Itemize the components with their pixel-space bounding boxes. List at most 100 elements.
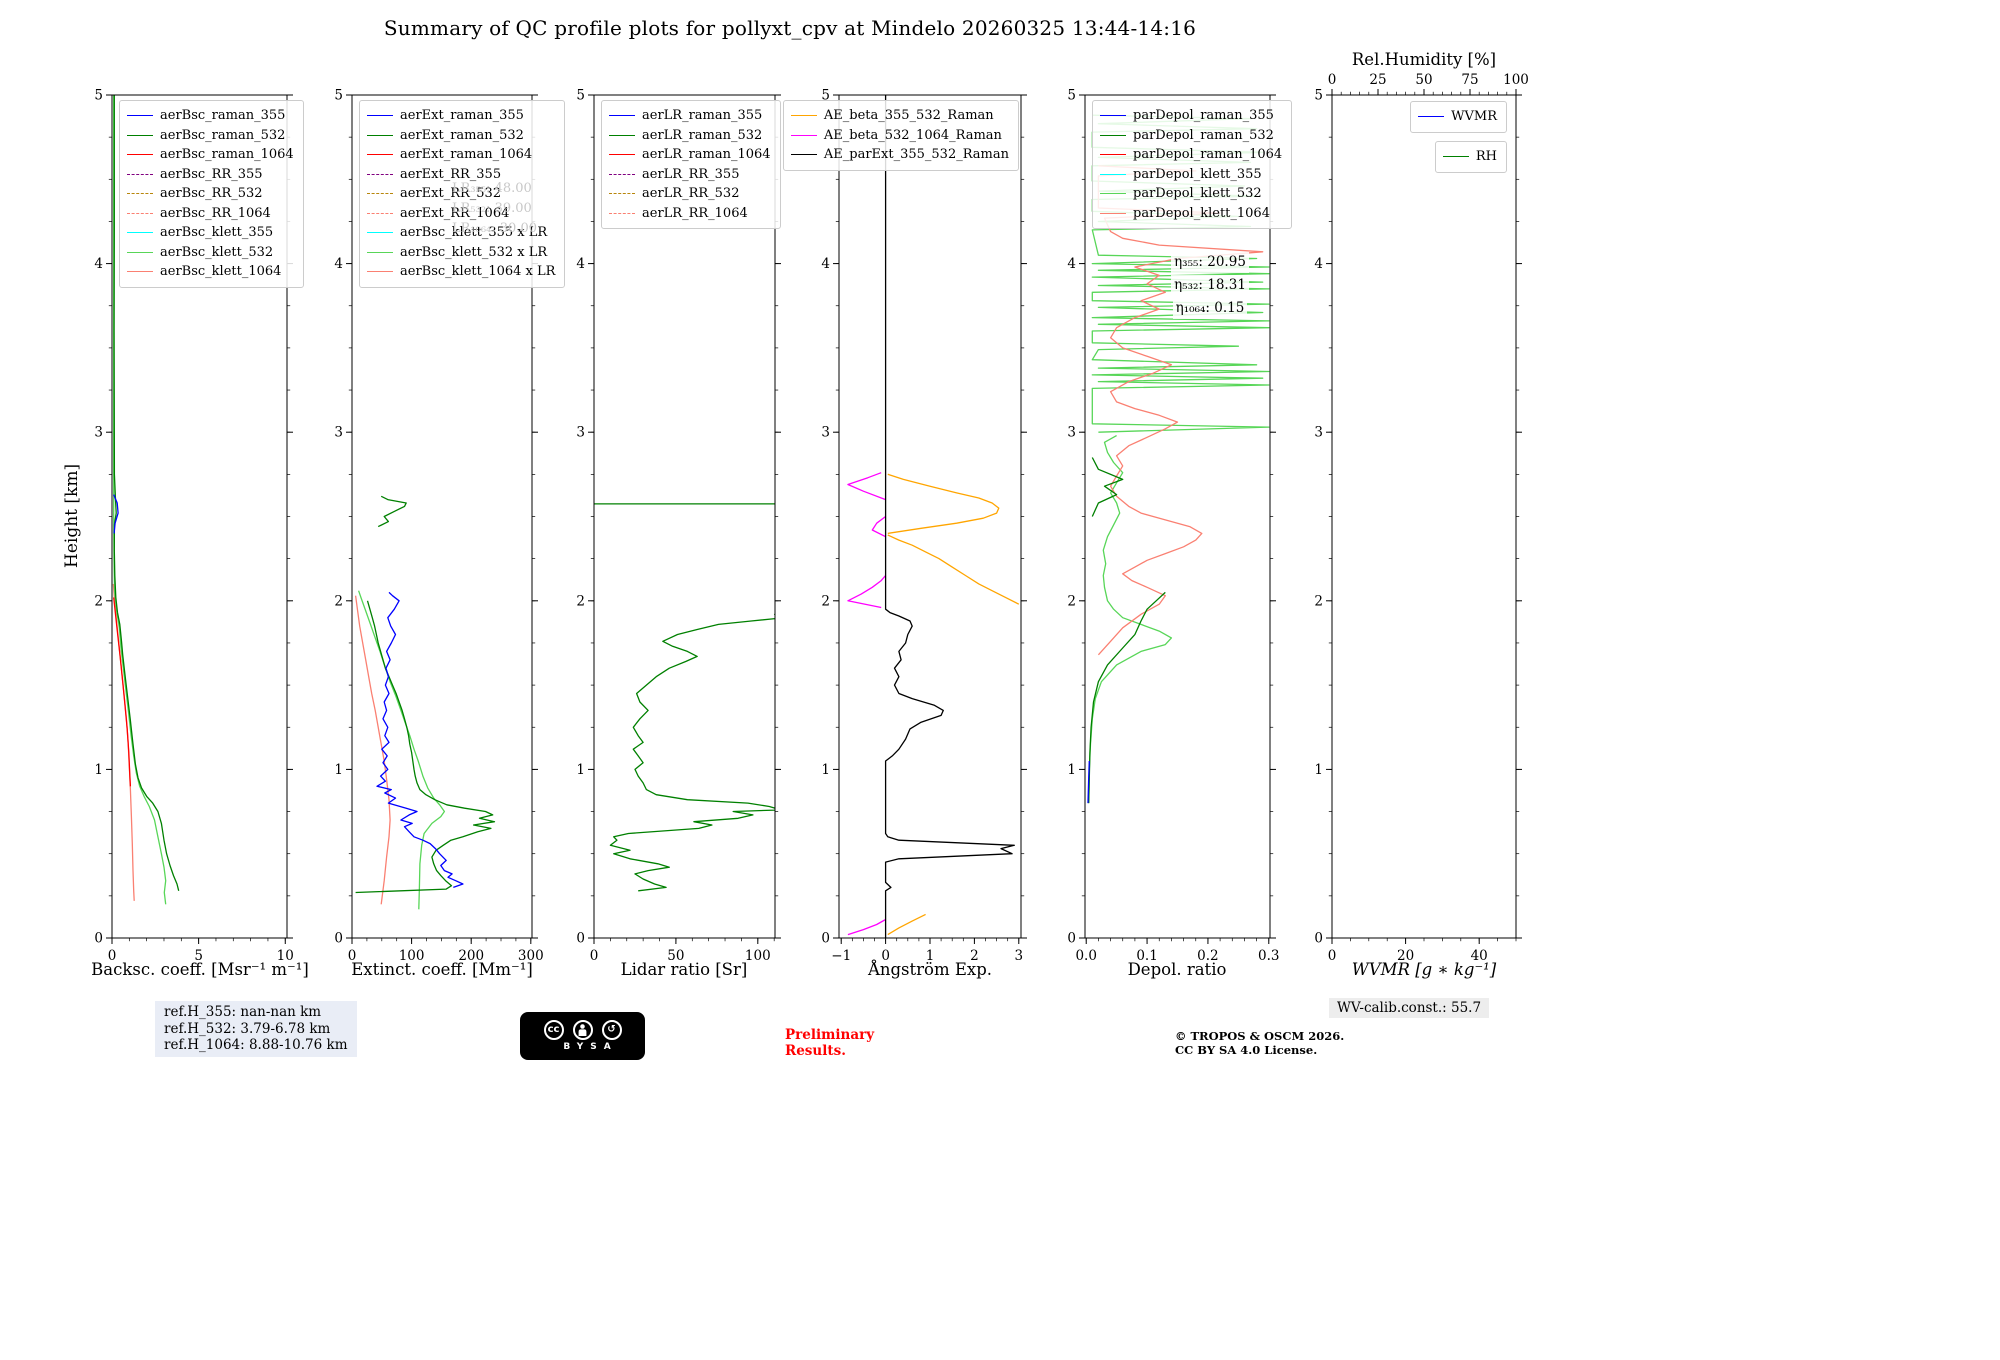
x-tick-label: 200 — [458, 948, 484, 964]
lr-532-value: LR₅₃₂: 39.00 — [452, 201, 532, 216]
legend-entry: aerExt_raman_355 — [367, 106, 555, 126]
y-tick-label: 3 — [821, 425, 830, 441]
y-tick-label: 5 — [1067, 88, 1076, 104]
legend-label: parDepol_klett_355 — [1133, 166, 1262, 182]
legend-entry: aerExt_RR_355 — [367, 165, 555, 185]
y-tick-label: 3 — [94, 425, 103, 441]
x-tick-label: 0.2 — [1197, 948, 1218, 964]
legend-entry: AE_beta_532_1064_Raman — [790, 126, 1009, 146]
panel-lidar-ratio: 0 50 100 0 1 2 3 4 5 — [576, 88, 781, 964]
series-parDepol_raman_532 — [1088, 591, 1166, 804]
legend-label: aerLR_raman_355 — [642, 108, 763, 124]
x-tick-label: 0.1 — [1136, 948, 1157, 964]
x-tick-label: 1 — [926, 948, 935, 964]
x-tick-label: 20 — [1397, 948, 1414, 964]
legend-line-swatch — [609, 173, 635, 175]
legend-label: aerBsc_klett_1064 x LR — [400, 264, 556, 280]
lidar-ratio-constants-annotation: LR₃₅₅: 48.00 LR₅₃₂: 39.00 LR₁₀₆₄: 30.00 — [452, 179, 537, 239]
y-tick-label: 1 — [94, 762, 103, 778]
legend-label: aerExt_RR_1064 — [400, 205, 510, 221]
legend-entry: aerLR_RR_1064 — [609, 204, 771, 224]
legend-entry: RH — [1442, 147, 1497, 167]
y-tick-label: 3 — [576, 425, 585, 441]
legend-entry: aerBsc_RR_355 — [127, 165, 294, 185]
x-tick-label: 0.0 — [1075, 948, 1096, 964]
legend-line-swatch — [367, 173, 393, 175]
series-aerExt_raman_355 — [376, 591, 464, 889]
y-tick-label: 1 — [576, 762, 585, 778]
legend-line-swatch — [367, 115, 393, 117]
series-aerExt_raman_532 — [377, 495, 407, 528]
cc-icon-row: cc ↺ — [543, 1020, 622, 1040]
legend-entry: parDepol_klett_355 — [1100, 165, 1282, 185]
series-aerBsc_raman_1064 — [113, 597, 132, 787]
y-tick-label: 1 — [1067, 762, 1076, 778]
legend-backscatter: aerBsc_raman_355 aerBsc_raman_532 aerBsc_r… — [119, 100, 304, 288]
legend-label: parDepol_klett_1064 — [1133, 205, 1270, 221]
x-tick-label: −1 — [831, 948, 851, 964]
rh-tick-label: 50 — [1415, 72, 1432, 88]
y-tick-label: 5 — [334, 88, 343, 104]
legend-entry: parDepol_raman_532 — [1100, 126, 1282, 146]
copyright-line-2: CC BY SA 4.0 License. — [1175, 1042, 1318, 1057]
y-tick-label: 4 — [821, 256, 830, 272]
cc-by-sa-badge: cc ↺ BYSA — [520, 1012, 645, 1060]
legend-lidar-ratio: aerLR_raman_355 aerLR_raman_532 aerLR_rama… — [601, 100, 781, 229]
panel-angstrom-series — [847, 95, 1020, 938]
legend-entry: aerBsc_klett_532 x LR — [367, 243, 555, 263]
panel-backscatter-series — [112, 95, 180, 905]
legend-line-swatch — [609, 115, 635, 117]
legend-entry: AE_beta_355_532_Raman — [790, 106, 1009, 126]
legend-label: aerBsc_klett_532 — [160, 244, 274, 260]
y-tick-label: 0 — [576, 931, 585, 947]
series-parDepol_raman_355 — [1087, 760, 1090, 804]
legend-extinction: aerExt_raman_355 aerExt_raman_532 aerExt_r… — [359, 100, 566, 288]
y-tick-label: 3 — [334, 425, 343, 441]
legend-entry: AE_parExt_355_532_Raman — [790, 145, 1009, 165]
series-AE_beta_355_532_Raman — [887, 473, 1000, 535]
y-tick-label: 4 — [1314, 256, 1323, 272]
legend-line-swatch — [1100, 193, 1126, 195]
legend-angstrom: AE_beta_355_532_Raman AE_beta_532_1064_Ra… — [782, 100, 1019, 171]
preliminary-results-note: Preliminary Results. — [785, 1027, 874, 1059]
copyright-note: © TROPOS & OSCM 2026. CC BY SA 4.0 Licen… — [1175, 1029, 1344, 1057]
legend-entry: aerExt_RR_1064 — [367, 204, 555, 224]
legend-rh: RH — [1434, 141, 1507, 173]
legend-label: AE_beta_532_1064_Raman — [823, 127, 1002, 143]
legend-label: parDepol_raman_355 — [1133, 108, 1274, 124]
legend-label: AE_beta_355_532_Raman — [823, 108, 994, 124]
legend-line-swatch — [367, 212, 393, 214]
series-AE_beta_355_532_Raman — [887, 534, 1020, 605]
lr-355-value: LR₃₅₅: 48.00 — [452, 181, 532, 196]
x-tick-label: 40 — [1471, 948, 1488, 964]
x-tick-label: 0 — [590, 948, 599, 964]
rh-axis-title: Rel.Humidity [%] — [1351, 50, 1497, 69]
legend-label: aerExt_raman_532 — [400, 127, 524, 143]
y-tick-label: 2 — [1314, 593, 1323, 609]
xlabel-angstrom: Ångström Exp. — [867, 960, 993, 979]
legend-line-swatch — [367, 154, 393, 156]
legend-label: aerLR_RR_1064 — [642, 205, 748, 221]
legend-label: AE_parExt_355_532_Raman — [823, 147, 1009, 163]
series-AE_beta_532_1064_Raman — [847, 472, 886, 501]
x-tick-label: 0 — [881, 948, 890, 964]
legend-line-swatch — [127, 251, 153, 253]
legend-entry: aerBsc_RR_532 — [127, 184, 294, 204]
x-tick-label: 50 — [667, 948, 684, 964]
ref-height-532: ref.H_532: 3.79-6.78 km — [164, 1020, 331, 1037]
legend-wvmr: WVMR — [1410, 101, 1507, 133]
legend-line-swatch — [127, 232, 153, 234]
y-tick-label: 0 — [334, 931, 343, 947]
legend-entry: aerLR_raman_1064 — [609, 145, 771, 165]
legend-entry: WVMR — [1418, 107, 1497, 127]
y-tick-label: 0 — [1067, 931, 1076, 947]
legend-line-swatch — [367, 251, 393, 253]
legend-label: aerBsc_raman_532 — [160, 127, 286, 143]
cc-by-person-icon — [572, 1020, 593, 1040]
y-tick-label: 5 — [576, 88, 585, 104]
x-tick-label: 300 — [518, 948, 544, 964]
